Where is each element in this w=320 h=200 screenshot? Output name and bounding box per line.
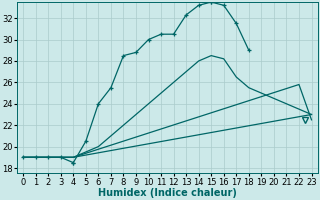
X-axis label: Humidex (Indice chaleur): Humidex (Indice chaleur): [98, 188, 237, 198]
